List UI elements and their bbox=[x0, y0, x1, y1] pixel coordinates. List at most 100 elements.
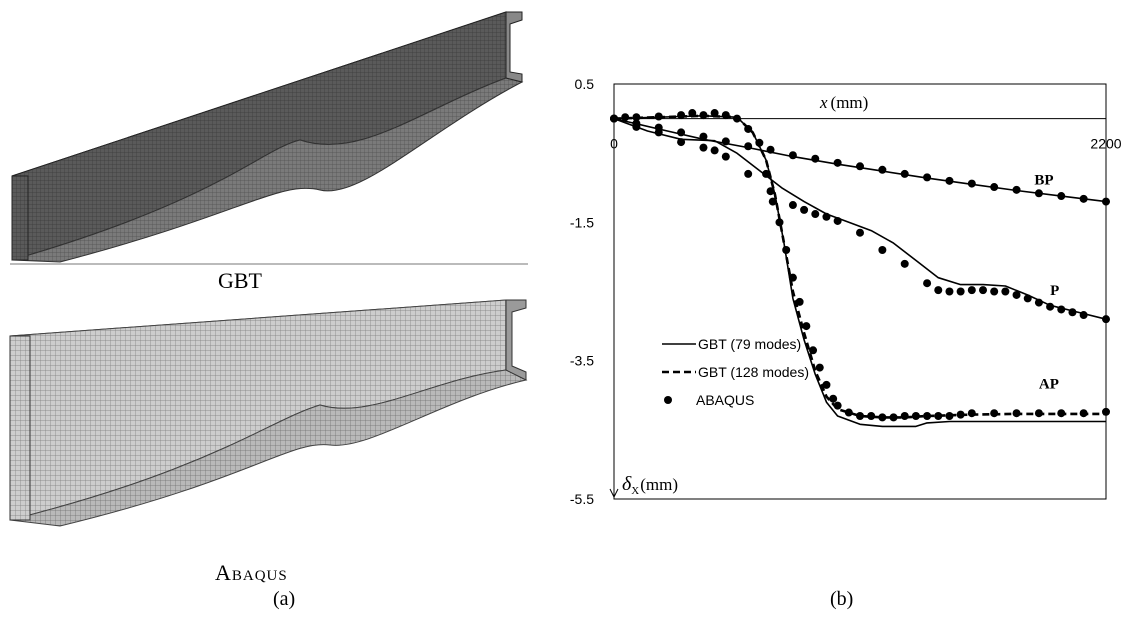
data-point bbox=[744, 169, 753, 178]
curve-labels: BP P AP bbox=[1034, 172, 1059, 392]
data-point bbox=[699, 143, 708, 152]
beam-renderings bbox=[9, 11, 528, 527]
data-point bbox=[1057, 409, 1066, 418]
data-point bbox=[967, 179, 976, 188]
data-point bbox=[1046, 302, 1055, 311]
y-tick-labels: 0.5 -1.5 -3.5 -5.5 bbox=[570, 76, 594, 507]
data-point bbox=[945, 287, 954, 296]
y-axis-arrow bbox=[609, 488, 619, 499]
data-point bbox=[815, 363, 824, 372]
data-point bbox=[867, 412, 876, 420]
data-point bbox=[1079, 311, 1088, 320]
data-point bbox=[856, 228, 864, 237]
y-tick-label: -5.5 bbox=[570, 491, 594, 507]
data-point bbox=[967, 286, 976, 295]
abaqus-caption: Abaqus bbox=[215, 560, 288, 585]
data-point bbox=[621, 113, 630, 122]
x-axis-title: x (mm) bbox=[819, 93, 868, 112]
data-point bbox=[934, 412, 943, 420]
data-point bbox=[788, 151, 797, 160]
legend-label: GBT (79 modes) bbox=[698, 336, 801, 352]
data-point bbox=[802, 322, 811, 331]
series-ap-gbt-79-modes--line bbox=[613, 115, 1106, 428]
y-tick-label: -3.5 bbox=[570, 353, 594, 369]
data-point bbox=[1034, 298, 1043, 307]
data-point bbox=[956, 410, 965, 419]
data-point bbox=[856, 412, 864, 420]
data-point bbox=[990, 287, 999, 296]
legend-label: GBT (128 modes) bbox=[698, 364, 809, 380]
series-bp-gbt-79-modes--line bbox=[613, 117, 1107, 203]
data-point bbox=[923, 279, 932, 288]
series-bp-abaqus bbox=[610, 114, 1110, 206]
axis-titles: x (mm) δX(mm) bbox=[609, 93, 1106, 499]
data-point bbox=[1057, 305, 1066, 314]
data-point bbox=[967, 409, 976, 418]
panel-a: GBT Abaqus (a) bbox=[0, 0, 560, 614]
data-point bbox=[721, 111, 730, 120]
data-point bbox=[788, 273, 797, 282]
curve-label-bp: BP bbox=[1034, 172, 1053, 188]
data-point bbox=[1023, 294, 1032, 303]
data-point bbox=[766, 187, 775, 196]
legend: GBT (79 modes) GBT (128 modes) ABAQUS bbox=[662, 336, 809, 408]
gbt-caption: GBT bbox=[218, 268, 262, 293]
curve-label-ap: AP bbox=[1039, 376, 1059, 392]
panel-a-label: (a) bbox=[273, 588, 296, 610]
data-point bbox=[945, 176, 954, 185]
panel-b-label: (b) bbox=[830, 588, 854, 610]
x-tick-label: 2200 bbox=[1090, 136, 1121, 152]
data-point bbox=[822, 380, 831, 389]
data-point bbox=[1034, 189, 1043, 198]
x-tick-labels: 02200 bbox=[610, 136, 1122, 152]
data-point bbox=[1012, 185, 1021, 194]
data-point bbox=[744, 124, 753, 133]
data-point bbox=[699, 132, 708, 141]
data-point bbox=[911, 412, 920, 420]
data-point bbox=[1079, 409, 1088, 418]
data-point bbox=[833, 216, 842, 225]
data-point bbox=[721, 137, 730, 146]
data-point bbox=[788, 201, 797, 210]
data-point bbox=[654, 112, 663, 121]
data-point bbox=[1102, 407, 1110, 416]
gbt-beam-model bbox=[11, 11, 524, 263]
data-point bbox=[934, 286, 943, 295]
data-point bbox=[688, 109, 697, 118]
legend-label: ABAQUS bbox=[696, 392, 754, 408]
data-point bbox=[800, 205, 809, 214]
data-point bbox=[677, 128, 686, 137]
data-point bbox=[744, 142, 753, 151]
data-point bbox=[990, 409, 999, 418]
data-point bbox=[844, 408, 853, 417]
data-point bbox=[923, 412, 932, 420]
data-point bbox=[990, 183, 999, 192]
data-point bbox=[956, 287, 965, 296]
data-point bbox=[889, 413, 898, 422]
abaqus-beam-model bbox=[9, 299, 528, 527]
data-point bbox=[721, 152, 730, 161]
data-point bbox=[710, 146, 719, 155]
data-point bbox=[809, 346, 818, 355]
data-point bbox=[923, 173, 932, 182]
data-point bbox=[710, 109, 719, 118]
data-point bbox=[632, 113, 641, 122]
data-point bbox=[833, 401, 842, 410]
data-point bbox=[1068, 308, 1077, 317]
data-point bbox=[1102, 315, 1110, 324]
data-point bbox=[762, 169, 771, 178]
series-layer bbox=[610, 109, 1110, 428]
data-point bbox=[768, 197, 777, 206]
data-point bbox=[878, 165, 887, 174]
series-ap-abaqus bbox=[610, 109, 1110, 422]
data-point bbox=[1034, 409, 1043, 418]
y-tick-label: 0.5 bbox=[575, 76, 595, 92]
data-point bbox=[811, 210, 820, 219]
data-point bbox=[856, 162, 864, 171]
data-point bbox=[811, 154, 820, 163]
series-p-abaqus bbox=[610, 114, 1110, 324]
data-point bbox=[1079, 194, 1088, 203]
data-point bbox=[782, 246, 791, 254]
